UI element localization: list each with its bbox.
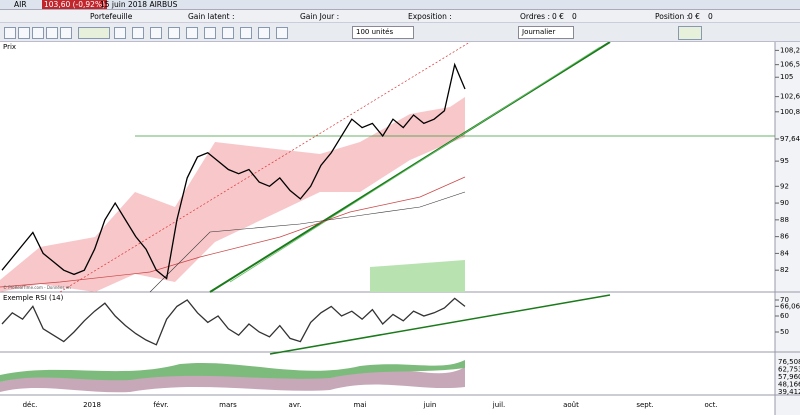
x-tick-label: mars [219,401,237,409]
tool-icon[interactable] [258,27,270,39]
y-tick-label: 100,88 [780,108,800,116]
tool-icon[interactable] [186,27,198,39]
y-tick-label: 86 [780,233,789,241]
y-tick-label: 39,412 [778,388,800,396]
tool-icon[interactable] [60,27,72,39]
header: Portefeuille Gain latent : Gain Jour : E… [0,10,800,23]
tool-icon[interactable] [204,27,216,39]
y-tick-label: 57,960 [778,373,800,381]
chart-type-icon[interactable] [678,26,702,40]
tool-icon[interactable] [276,27,288,39]
volume-band [370,260,465,292]
y-tick-label: 66,067 [780,302,800,310]
y-tick-label: 108,20 [780,46,800,54]
x-tick-label: août [563,401,579,409]
y-tick-label: 70 [780,296,789,304]
tool-icon[interactable] [150,27,162,39]
trend-line [209,42,611,293]
y-tick-label: 92 [780,182,789,190]
x-tick-label: févr. [153,401,168,409]
quote: 103,60 (-0,92%) [42,0,108,9]
tool-icon[interactable] [240,27,252,39]
indicator-band [0,360,465,382]
exposure: Exposition : [408,12,452,21]
indicator-band [0,367,465,393]
moving-average [149,191,466,293]
latent-gain: Gain latent : [188,12,235,21]
y-tick-label: 48,166 [778,381,800,389]
y-tick-label: 50 [780,328,789,336]
y-tick-label: 105 [780,73,793,81]
tool-icon[interactable] [168,27,180,39]
chart-area: Prix Exemple RSI (14) © ProRealTime.com … [0,42,800,415]
panel-label: Prix [3,43,16,51]
tool-icon[interactable] [222,27,234,39]
title-bar: AIR 103,60 (-0,92%) 15 juin 2018 AIRBUS [0,0,800,10]
price-line [1,297,466,346]
tool-icon[interactable] [114,27,126,39]
tool-icon[interactable] [4,27,16,39]
trend-line [229,46,601,283]
tool-icon[interactable] [18,27,30,39]
x-tick-label: oct. [704,401,717,409]
x-tick-label: juin [423,401,437,409]
y-tick-label: 60 [780,312,789,320]
x-tick-label: 2018 [83,401,101,409]
toolbar: 100 unités Journalier [0,23,800,42]
moving-average [0,176,466,288]
x-tick-label: avr. [289,401,302,409]
period-select[interactable]: Journalier [518,26,574,39]
rsi-trend-line [269,294,611,355]
position-count: 0 [708,12,713,21]
orders-amount: 0 € [552,12,564,21]
y-tick-label: 84 [780,249,789,257]
portfolio[interactable]: Portefeuille [90,12,133,21]
y-tick-label: 102,69 [780,93,800,101]
y-tick-label: 88 [780,216,789,224]
tool-icon[interactable] [32,27,44,39]
y-tick-label: 82 [780,266,789,274]
instrument-info: 15 juin 2018 AIRBUS [100,0,178,9]
x-tick-label: juil. [492,401,506,409]
y-tick-label: 95 [780,157,789,165]
y-tick-label: 97,640 [780,135,800,143]
orders[interactable]: Ordres : [520,12,550,21]
x-tick-label: sept. [636,401,653,409]
trend-line [59,42,471,293]
y-tick-label: 62,753 [778,366,800,374]
day-gain: Gain Jour : [300,12,340,21]
tool-icon[interactable] [46,27,58,39]
y-tick-label: 106,50 [780,61,800,69]
symbol[interactable]: AIR [14,0,27,9]
y-tick-label: 76,508 [778,358,800,366]
panel-label: Exemple RSI (14) [3,294,64,302]
cloud-band [0,97,465,292]
y-tick-label: 90 [780,199,789,207]
tool-icon[interactable] [78,27,110,39]
price-line [1,62,466,280]
orders-count: 0 [572,12,577,21]
axis-bg [775,42,800,415]
x-tick-label: déc. [23,401,38,409]
position-amount: 0 € [688,12,700,21]
tool-icon[interactable] [132,27,144,39]
x-tick-label: mai [353,401,366,409]
credit: © ProRealTime.com - Données en [3,285,71,290]
quantity-select[interactable]: 100 unités [352,26,414,39]
position[interactable]: Position : [655,12,690,21]
